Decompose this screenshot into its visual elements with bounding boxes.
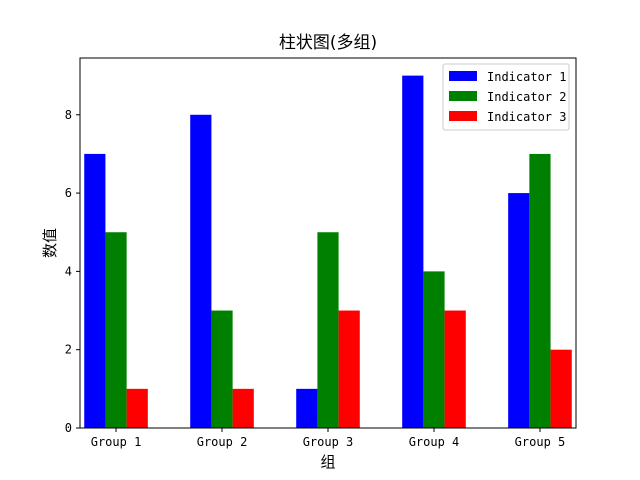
legend-label-2: Indicator 2 <box>487 90 566 104</box>
bar-2-5 <box>529 153 551 429</box>
bars-group <box>84 75 572 429</box>
bar-2-1 <box>105 232 127 428</box>
y-axis-label: 数值 <box>41 228 59 258</box>
legend: Indicator 1 Indicator 2 Indicator 3 <box>442 63 570 131</box>
bar-2-3 <box>317 232 339 428</box>
y-tick-label: 2 <box>65 343 72 357</box>
chart-title: 柱状图(多组) <box>279 33 377 53</box>
bar-2-4 <box>423 271 445 428</box>
bar-3-1 <box>126 388 148 428</box>
bar-3-5 <box>550 349 572 428</box>
x-tick-label: Group 2 <box>197 435 248 449</box>
bar-3-3 <box>338 310 360 428</box>
x-axis-label: 组 <box>320 453 335 471</box>
legend-swatch-3 <box>449 111 477 121</box>
y-tick-label: 8 <box>65 108 72 122</box>
y-tick-label: 4 <box>65 264 72 278</box>
bar-1-3 <box>296 388 318 428</box>
bar-3-4 <box>444 310 466 428</box>
legend-swatch-2 <box>449 91 477 101</box>
x-tick-label: Group 5 <box>515 435 566 449</box>
legend-label-3: Indicator 3 <box>487 110 566 124</box>
legend-swatch-1 <box>449 71 477 81</box>
x-tick-label: Group 1 <box>91 435 142 449</box>
bar-3-2 <box>232 388 254 428</box>
bar-1-1 <box>84 153 106 429</box>
y-tick-label: 6 <box>65 186 72 200</box>
y-ticks-group: 0 2 4 6 8 <box>65 108 80 435</box>
x-tick-label: Group 3 <box>303 435 354 449</box>
bar-1-5 <box>508 193 530 428</box>
x-ticks-group: Group 1 Group 2 Group 3 Group 4 Group 5 <box>91 428 566 449</box>
bar-2-2 <box>211 310 233 428</box>
bar-1-2 <box>190 114 212 428</box>
bar-1-4 <box>402 75 424 428</box>
x-tick-label: Group 4 <box>409 435 460 449</box>
y-tick-label: 0 <box>65 421 72 435</box>
legend-label-1: Indicator 1 <box>487 70 566 84</box>
